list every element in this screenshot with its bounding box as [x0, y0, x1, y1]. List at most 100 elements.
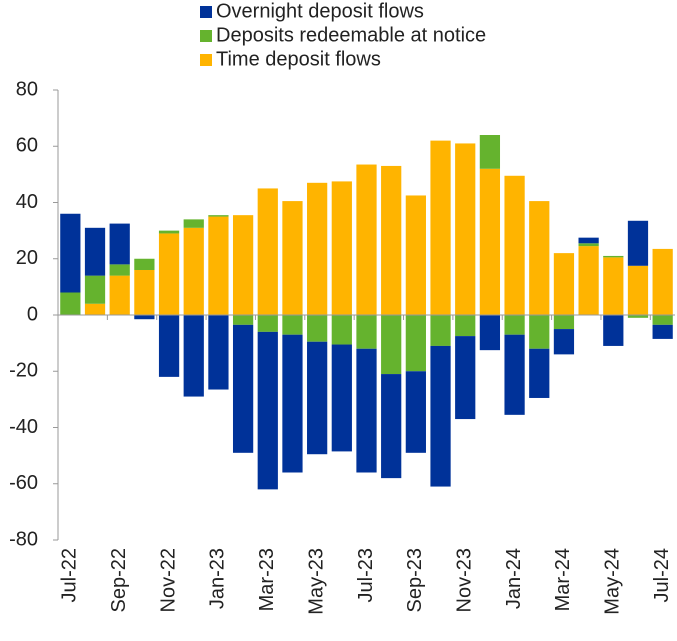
y-tick-label: -20 [9, 360, 38, 382]
bar-segment [479, 135, 501, 169]
y-tick-label: -80 [9, 528, 38, 550]
x-tick-label: Jul-23 [355, 548, 377, 602]
bar-segment [627, 265, 649, 315]
bar-segment [331, 315, 352, 345]
bar-segment [183, 227, 204, 315]
y-tick-label: 20 [16, 247, 38, 269]
bar-segment [430, 315, 451, 346]
bar-segment [84, 303, 106, 315]
bar-segment [158, 315, 180, 377]
x-tick-label: Mar-24 [552, 548, 574, 611]
bar-segment [479, 315, 501, 351]
bar-segment [134, 315, 155, 320]
bar-segment [109, 223, 130, 265]
bar-segment [158, 233, 180, 315]
x-tick-label: May-23 [305, 548, 327, 615]
bar-segment [307, 182, 328, 315]
bar-segment [455, 143, 476, 315]
bar-segment [479, 168, 501, 315]
bar-segment [134, 258, 155, 270]
bar-segment [603, 257, 624, 315]
bar-segment [232, 215, 254, 315]
bar-segment [257, 331, 278, 490]
bar-segment [356, 164, 377, 315]
bar-segment [553, 329, 575, 355]
bar-segment [282, 201, 303, 315]
x-tick-label: Jul-24 [651, 548, 673, 602]
bar-segment [257, 315, 278, 332]
bar-segment [405, 315, 426, 372]
x-tick-label: Nov-23 [454, 548, 476, 612]
x-tick-label: May-24 [602, 548, 624, 615]
legend-label: Deposits redeemable at notice [216, 24, 486, 46]
bar-segment [331, 181, 352, 315]
bar-segment [652, 248, 673, 315]
bar-segment [84, 275, 106, 304]
y-tick-label: 80 [16, 78, 38, 100]
bar-segment [356, 348, 377, 473]
bar-segment [381, 315, 402, 375]
legend-swatch [200, 30, 212, 42]
x-tick-label: Sep-22 [108, 548, 130, 613]
bar-segment [627, 220, 649, 266]
bar-segment [331, 344, 352, 452]
bar-segment [603, 255, 624, 258]
bar-segment [381, 374, 402, 479]
bar-segment [307, 315, 328, 342]
bar-segment [134, 270, 155, 315]
bar-segment [553, 315, 575, 330]
legend-swatch [200, 6, 212, 18]
bar-segment [232, 315, 254, 325]
bar-segment [356, 315, 377, 349]
x-tick-label: Nov-22 [157, 548, 179, 612]
bar-segment [455, 315, 476, 337]
legend-label: Overnight deposit flows [216, 0, 424, 22]
bar-segment [504, 315, 525, 335]
bar-segment [455, 336, 476, 420]
y-tick-label: -40 [9, 416, 38, 438]
bar-segment [578, 246, 599, 315]
bar-segment [504, 334, 525, 415]
bar-segment [529, 348, 550, 398]
bar-segment [109, 264, 130, 276]
y-tick-label: -60 [9, 472, 38, 494]
bar-segment [282, 334, 303, 473]
legend-swatch [200, 54, 212, 66]
y-tick-label: 40 [16, 191, 38, 213]
bar-segment [430, 140, 451, 315]
x-tick-label: Jan-24 [503, 548, 525, 609]
bar-segment [529, 315, 550, 349]
bar-segment [553, 253, 575, 315]
x-tick-label: Mar-23 [256, 548, 278, 611]
bar-segment [208, 215, 229, 217]
bar-segment [208, 315, 229, 390]
bar-segment [232, 324, 254, 453]
bar-segment [183, 219, 204, 228]
bar-segment [405, 371, 426, 453]
bar-segment [578, 243, 599, 247]
y-tick-label: 0 [27, 303, 38, 325]
bar-segment [84, 227, 106, 276]
bar-segment [652, 315, 673, 325]
bar-segment [652, 324, 673, 339]
bar-segment [430, 345, 451, 487]
bar-segment [158, 230, 180, 234]
bar-segment [529, 201, 550, 315]
bar-segment [627, 315, 649, 318]
bar-segment [60, 213, 81, 293]
bar-segment [282, 315, 303, 335]
legend-label: Time deposit flows [216, 48, 381, 70]
bar-segment [381, 165, 402, 315]
x-tick-label: Jan-23 [207, 548, 229, 609]
x-tick-label: Jul-22 [59, 548, 81, 602]
bar-segment [504, 175, 525, 315]
bar-segment [183, 315, 204, 397]
bar-segment [208, 216, 229, 315]
x-tick-label: Sep-23 [404, 548, 426, 613]
bar-segment [109, 275, 130, 315]
bar-segment [405, 195, 426, 315]
bar-segment [257, 188, 278, 315]
y-tick-label: 60 [16, 135, 38, 157]
bar-segment [603, 315, 624, 346]
